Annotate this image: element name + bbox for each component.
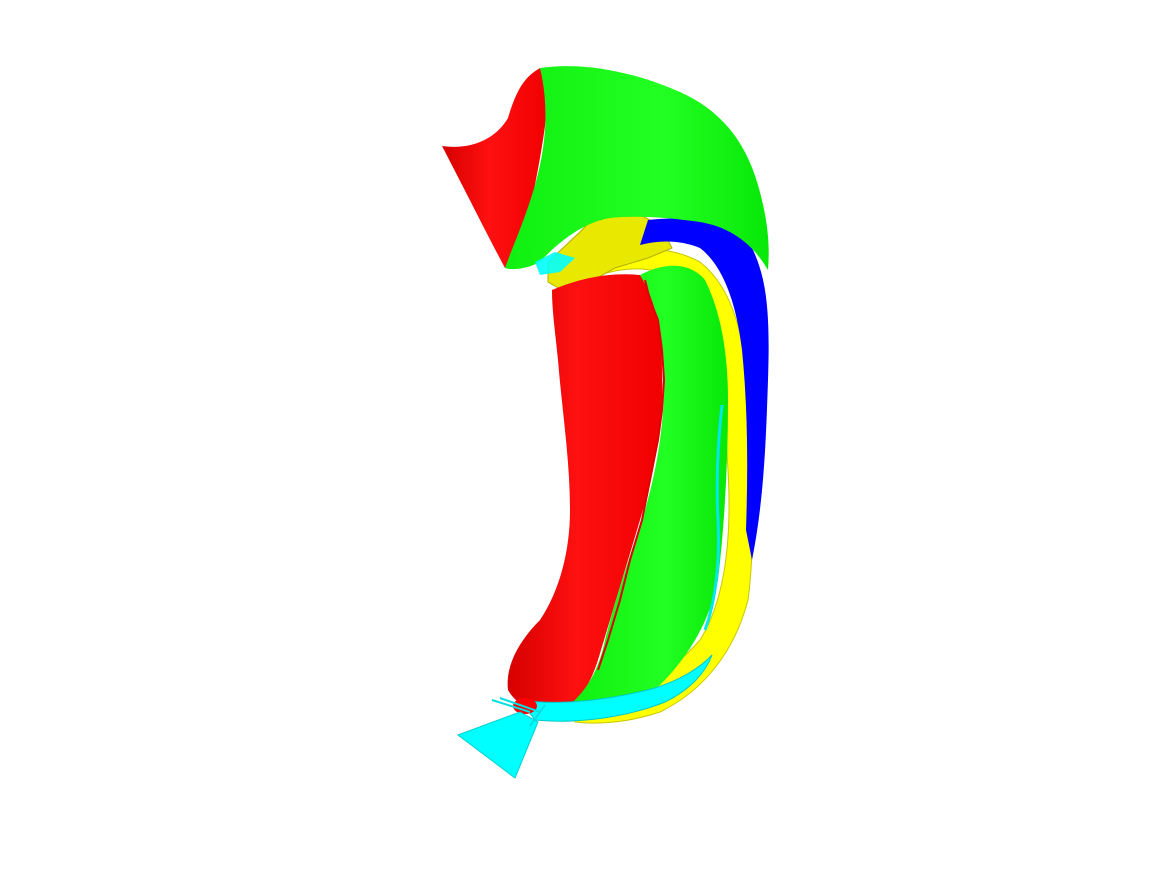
cyan-region-bottom[interactable]	[518, 654, 713, 722]
blue-region[interactable]	[640, 218, 769, 560]
cyan-region-top[interactable]	[535, 252, 575, 275]
hippocampus-model[interactable]	[442, 66, 769, 779]
green-region-body[interactable]	[570, 265, 728, 718]
green-region-head[interactable]	[505, 66, 769, 270]
cyan-cone[interactable]	[456, 711, 539, 779]
boundary-red-green	[597, 279, 666, 671]
red-region-body[interactable]	[507, 274, 663, 712]
cyan-cone-spikes	[491, 697, 546, 727]
red-region-head[interactable]	[442, 68, 548, 268]
cyan-edge-inner	[703, 404, 724, 631]
